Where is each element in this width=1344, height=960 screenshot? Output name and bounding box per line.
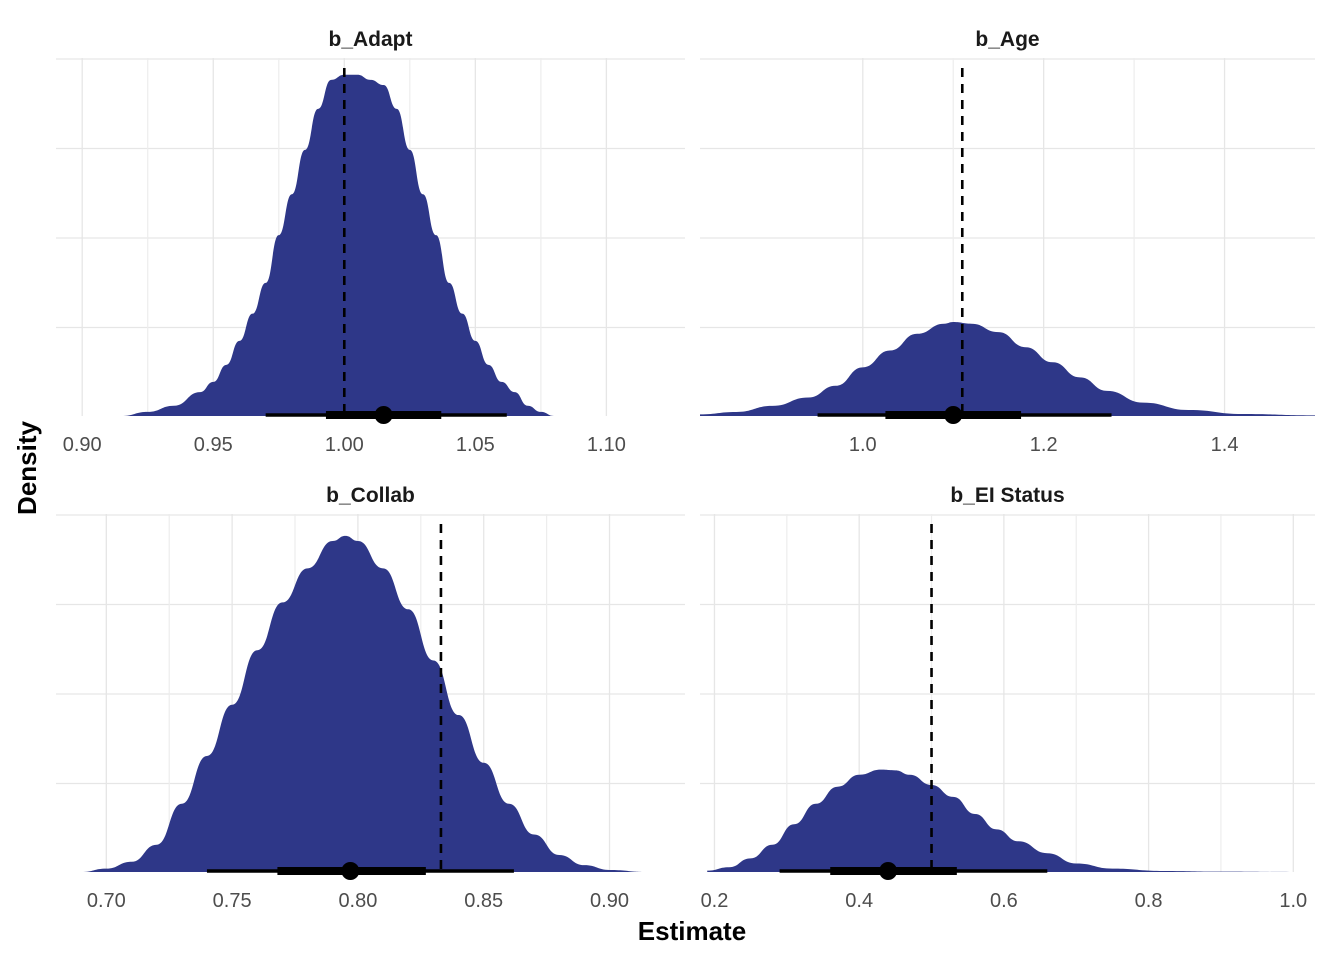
x-tick-label: 0.90 [590,890,629,912]
density-area [81,535,648,872]
x-tick-label: 0.75 [213,890,252,912]
facet-title: b_Adapt [329,28,413,51]
x-tick-label: 0.4 [845,890,873,912]
facet-title: b_Collab [326,484,415,507]
x-tick-label: 0.8 [1135,890,1163,912]
density-area [707,769,1294,872]
x-tick-label: 0.80 [338,890,377,912]
facet-panel-b-adapt: 0.90 0.95 1.00 1.05 1.10 b_Adapt [56,28,685,456]
facet-panel-b-collab: 0.70 0.75 0.80 0.85 0.90 b_Collab [56,484,685,912]
x-tick-label: 1.05 [456,434,495,456]
x-tick-label: 1.0 [849,434,877,456]
x-tick-label: 1.10 [587,434,626,456]
x-tick-label: 0.6 [990,890,1018,912]
x-axis-title: Estimate [638,916,746,946]
facet-panels: 0.90 0.95 1.00 1.05 1.10 b_Adapt 1.0 1.2 1.4 b_Ag… [56,28,1315,912]
x-tick-label: 0.2 [701,890,729,912]
facet-title: b_EI Status [950,484,1064,507]
point-estimate [879,862,898,880]
point-estimate [944,406,963,424]
facet-panel-b-ei-status: 0.2 0.4 0.6 0.8 1.0 b_EI Status [700,484,1315,912]
point-estimate [374,406,393,424]
facet-panel-b-age: 1.0 1.2 1.4 b_Age [700,28,1315,456]
x-tick-label: 1.0 [1279,890,1307,912]
x-tick-label: 1.2 [1030,434,1058,456]
x-tick-label: 1.4 [1211,434,1239,456]
x-tick-label: 1.00 [325,434,364,456]
x-tick-label: 0.95 [194,434,233,456]
facet-title: b_Age [975,28,1039,51]
x-tick-label: 0.70 [87,890,126,912]
x-tick-label: 0.90 [63,434,102,456]
density-area [700,322,1315,416]
y-axis-title: Density [12,421,42,515]
density-area [121,74,659,416]
point-estimate [341,862,360,880]
x-tick-label: 0.85 [464,890,503,912]
